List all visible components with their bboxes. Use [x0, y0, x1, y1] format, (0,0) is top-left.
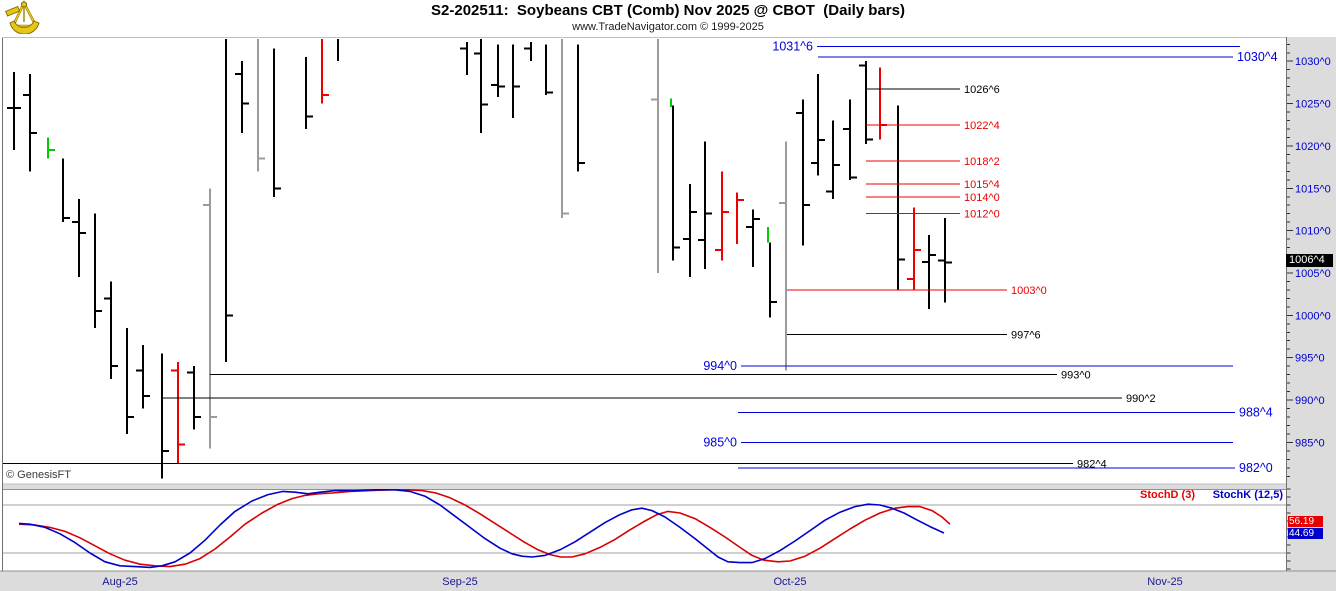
- price-level-label: 1022^4: [964, 120, 1000, 132]
- tradenavigator-sextant-logo-icon: [5, 0, 40, 34]
- price-level-label: 1014^0: [964, 192, 1000, 204]
- stochd-line: [18, 488, 951, 568]
- price-axis-strip[interactable]: [1287, 37, 1336, 591]
- price-level-label: 990^2: [1126, 393, 1156, 405]
- price-level-label: 988^4: [1239, 406, 1273, 420]
- stochd-legend-label: StochD (3): [1140, 489, 1195, 501]
- price-level-label: 997^6: [1011, 329, 1041, 341]
- current-price-tag: 1006^4: [1286, 254, 1333, 267]
- stochd-value-tag: 56.19: [1288, 516, 1323, 527]
- price-level-label: 1012^0: [964, 209, 1000, 221]
- price-axis-label: 1000^0: [1295, 310, 1331, 322]
- price-axis-label: 985^0: [1295, 437, 1325, 449]
- panel-separator: [3, 484, 1286, 489]
- price-level-label: 1031^6: [772, 39, 813, 53]
- chart-subtitle: www.TradeNavigator.com © 1999-2025: [572, 21, 764, 33]
- date-label: Sep-25: [442, 576, 477, 588]
- price-level-label: 1030^4: [1237, 50, 1278, 64]
- price-level-label: 1026^6: [964, 84, 1000, 96]
- price-level-label: 982^0: [1239, 461, 1273, 475]
- stochk-line: [18, 488, 945, 569]
- date-label: Aug-25: [102, 576, 137, 588]
- stochk-value-tag: 44.69: [1288, 528, 1323, 539]
- stoch-plot-area[interactable]: [3, 490, 1286, 571]
- price-level-label: 994^0: [703, 359, 737, 373]
- price-axis-label: 1020^0: [1295, 141, 1331, 153]
- price-axis-label: 990^0: [1295, 395, 1325, 407]
- price-axis-label: 1010^0: [1295, 226, 1331, 238]
- price-level-label: 985^0: [703, 435, 737, 449]
- genesisft-copyright: © GenesisFT: [6, 469, 71, 481]
- date-label: Nov-25: [1147, 576, 1182, 588]
- price-axis-label: 1015^0: [1295, 183, 1331, 195]
- price-level-label: 993^0: [1061, 370, 1091, 382]
- price-axis-label: 1005^0: [1295, 268, 1331, 280]
- price-axis-label: 1030^0: [1295, 56, 1331, 68]
- price-axis-label: 1025^0: [1295, 99, 1331, 111]
- price-level-label: 1018^2: [964, 156, 1000, 168]
- price-level-label: 1015^4: [964, 179, 1000, 191]
- date-label: Oct-25: [773, 576, 806, 588]
- price-level-label: 1003^0: [1011, 285, 1047, 297]
- stochk-legend-label: StochK (12,5): [1212, 489, 1283, 501]
- main-chart-plot-area[interactable]: [3, 38, 1286, 484]
- date-axis-strip[interactable]: [0, 571, 1336, 591]
- price-axis-label: 995^0: [1295, 353, 1325, 365]
- chart-title: S2-202511: Soybeans CBT (Comb) Nov 2025 …: [431, 2, 905, 19]
